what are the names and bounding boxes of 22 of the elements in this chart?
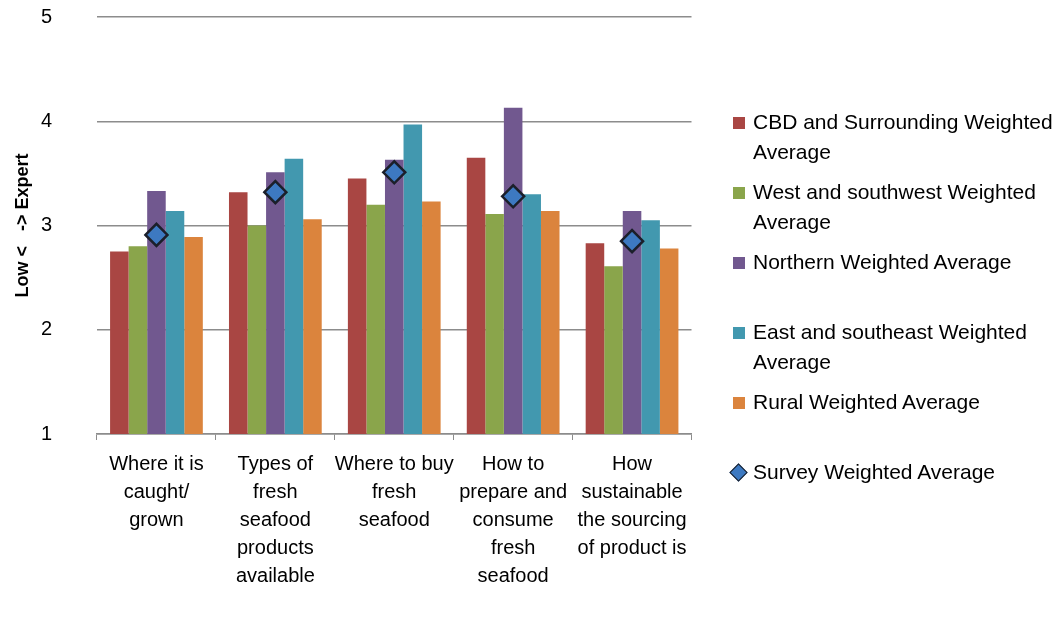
x-tick-label: Where it is caught/ grown [109, 451, 204, 530]
point [382, 160, 407, 185]
point [619, 228, 645, 254]
y-tick-label: 1 [40, 421, 52, 444]
legend-label: Northern Weighted Average [753, 249, 1013, 275]
legend-label: CBD and Surrounding Weighted Average [753, 109, 1054, 165]
x-tick-label: Types of fresh seafood products available [235, 451, 315, 586]
y-tick-label: 5 [40, 4, 52, 27]
legend-label: Survey Weighted Average [753, 459, 997, 485]
x-tick-label: How sustainable the sourcing of product is [577, 451, 687, 558]
x-tick-label: How to prepare and consume fresh seafood [459, 451, 568, 586]
y-axis-title: Low < -> Expert [11, 153, 32, 298]
point [144, 222, 169, 248]
legend-label: Rural Weighted Average [753, 389, 981, 415]
y-tick-label: 4 [40, 108, 52, 131]
x-tick-label: Where to buy fresh seafood [334, 451, 454, 530]
legend-label: East and southeast Weighted Average [753, 319, 1028, 375]
point [263, 179, 288, 205]
legend-label: West and southwest Weighted Average [753, 179, 1037, 235]
y-tick-label: 2 [40, 317, 52, 340]
point [500, 184, 526, 209]
y-tick-label: 3 [40, 213, 52, 236]
